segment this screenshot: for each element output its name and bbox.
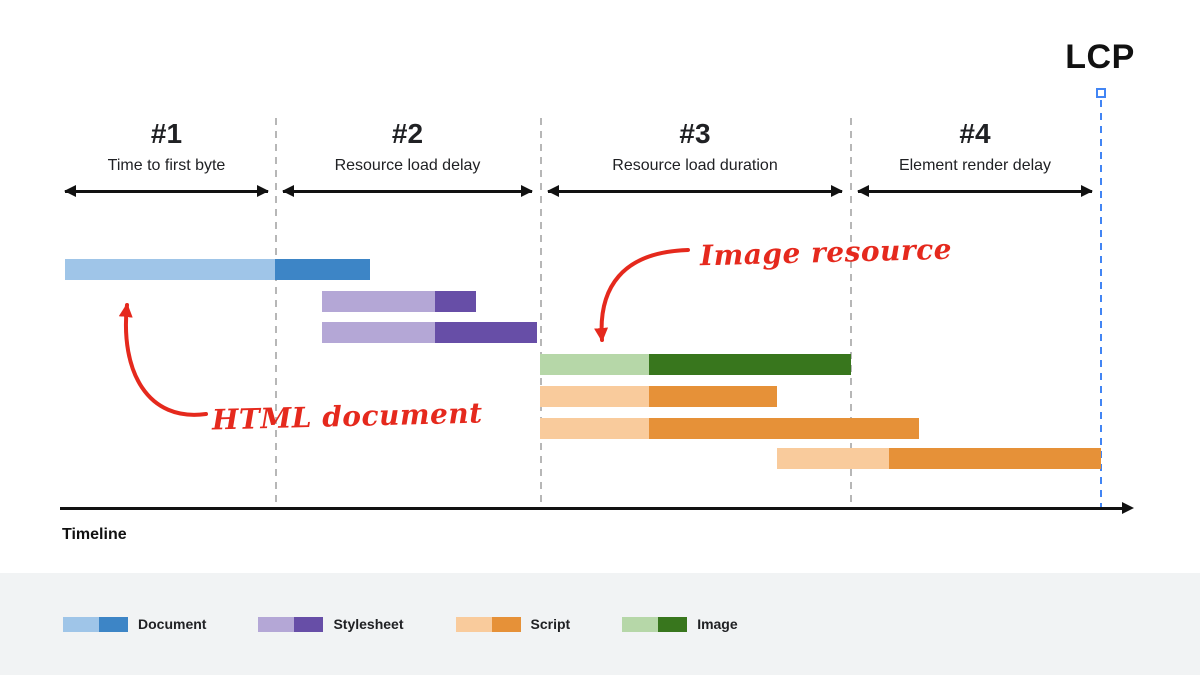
legend-item-script: Script [455, 616, 571, 632]
bar-segment-dark [649, 354, 851, 375]
bar-segment-dark [889, 448, 1101, 469]
phase-divider-line-3 [850, 118, 852, 510]
legend-swatch-dark-image [658, 616, 688, 632]
phase-label: Resource load duration [612, 157, 778, 174]
lcp-line [1100, 100, 1102, 510]
bar-script [540, 386, 777, 407]
legend-swatch-light-image [622, 616, 659, 632]
legend-strip: Document Stylesheet Script Image [0, 573, 1200, 675]
phase-divider-line-2 [540, 118, 542, 510]
phase-4: #4 Element render delay [857, 118, 1093, 197]
bar-segment-dark [275, 259, 370, 280]
legend-item-stylesheet: Stylesheet [258, 616, 404, 632]
phase-span-arrow [282, 185, 533, 197]
image-resource-arrow [594, 248, 690, 342]
phase-span-arrow [64, 185, 269, 197]
phase-number: #3 [679, 118, 711, 149]
legend-swatch-dark-stylesheet [294, 616, 324, 632]
bar-segment-dark [649, 418, 919, 439]
html-document-arrow [118, 303, 208, 417]
bar-segment-light [540, 418, 649, 439]
legend-swatch-light-document [63, 616, 99, 632]
phase-label: Element render delay [898, 157, 1052, 174]
bar-segment-light [322, 291, 435, 312]
legend-swatch-light-script [455, 616, 492, 632]
legend-label: Script [530, 616, 571, 632]
bar-script [540, 418, 919, 439]
phase-divider-line-1 [275, 118, 277, 510]
bar-segment-light [322, 322, 435, 343]
legend-swatch-light-stylesheet [258, 616, 295, 632]
bar-segment-light [540, 354, 649, 375]
phase-2: #2 Resource load delay [282, 118, 533, 197]
bar-segment-light [540, 386, 649, 407]
bar-segment-light [777, 448, 889, 469]
legend-swatch-dark-script [491, 616, 521, 632]
phase-span-arrow [857, 185, 1093, 197]
bar-stylesheet [322, 322, 537, 343]
bar-segment-dark [649, 386, 777, 407]
lcp-title: LCP [1065, 38, 1135, 76]
bar-segment-dark [435, 291, 476, 312]
annotation-image-resource: Image resource [699, 232, 953, 273]
phase-number: #1 [150, 118, 183, 149]
phase-span-arrow [547, 185, 843, 197]
legend-items: Document Stylesheet Script Image [0, 573, 1200, 675]
timeline-axis [60, 502, 1134, 514]
phase-label: Resource load delay [334, 157, 481, 174]
phase-number: #4 [959, 118, 991, 149]
bar-segment-light [65, 259, 275, 280]
bar-image [540, 354, 851, 375]
timeline-label: Timeline [62, 526, 127, 543]
annotation-html-document: HTML document [211, 396, 484, 437]
phase-3: #3 Resource load duration [547, 118, 843, 197]
bar-stylesheet [322, 291, 476, 312]
annotation-arrows [118, 248, 690, 417]
legend-swatch-dark-document [99, 616, 128, 632]
lcp-marker [1096, 88, 1106, 98]
phase-1: #1 Time to first byte [64, 118, 269, 197]
legend-item-document: Document [63, 616, 206, 632]
phase-label: Time to first byte [107, 157, 226, 174]
legend-label: Stylesheet [333, 616, 404, 632]
bar-segment-dark [435, 322, 537, 343]
bar-document [65, 259, 370, 280]
legend-label: Document [138, 616, 207, 632]
legend-item-image: Image [622, 616, 738, 632]
bar-script [777, 448, 1101, 469]
legend-label: Image [697, 616, 738, 632]
phase-number: #2 [391, 118, 424, 149]
